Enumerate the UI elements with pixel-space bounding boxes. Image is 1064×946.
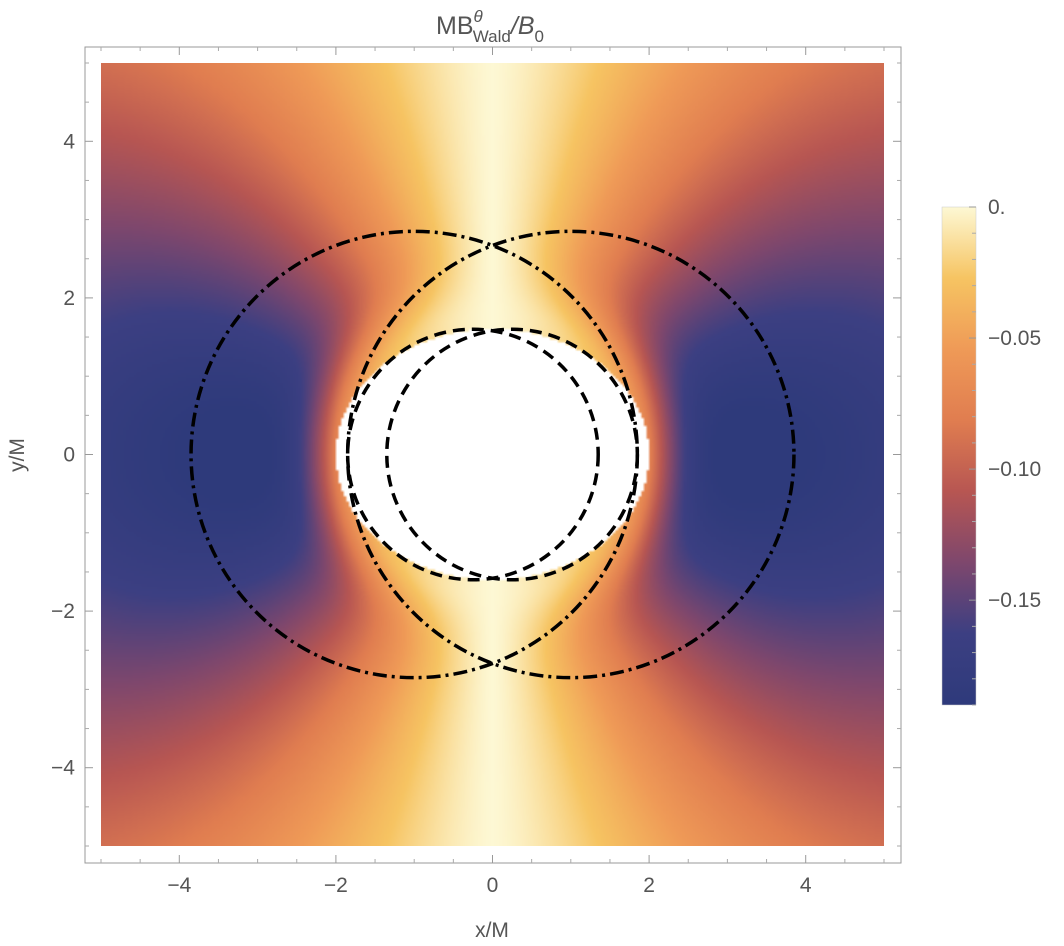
x-tick-label: −2: [324, 874, 348, 897]
x-tick-label: 4: [800, 874, 812, 897]
colorbar-gradient: [941, 206, 977, 706]
title-suffix: /B: [509, 12, 535, 40]
title-subscript: Wald: [473, 27, 511, 46]
chart-title: MBθ Wald/B0: [436, 7, 544, 46]
y-axis-ticks: −4 −2 0 2 4: [51, 62, 901, 847]
dashed-curve-2: [345, 327, 600, 582]
x-axis-ticks: −4 −2 0 2 4: [100, 47, 885, 897]
title-suffix-subscript: 0: [535, 27, 544, 46]
colorbar: 0. −0.05 −0.10 −0.15: [941, 196, 1041, 706]
y-tick-label: 4: [63, 130, 75, 153]
y-tick-label: −2: [51, 600, 75, 623]
x-tick-label: 0: [487, 874, 499, 897]
plot-area: [101, 63, 884, 846]
x-tick-label: 2: [643, 874, 655, 897]
x-tick-label: −4: [167, 874, 191, 897]
y-tick-label: 2: [63, 287, 75, 310]
y-tick-label: 0: [63, 444, 75, 467]
y-tick-label: −4: [51, 757, 75, 780]
dash-dot-curve-1: [345, 229, 796, 680]
colorbar-tick-label: −0.10: [988, 458, 1041, 481]
colorbar-tick-label: 0.: [988, 196, 1006, 219]
title-superscript: θ: [474, 7, 484, 26]
colorbar-ticks: 0. −0.05 −0.10 −0.15: [969, 196, 1041, 706]
curve-overlay: [189, 229, 796, 680]
y-axis-label: y/M: [6, 438, 29, 472]
colorbar-tick-label: −0.15: [988, 589, 1041, 612]
colorbar-tick-label: −0.05: [988, 327, 1041, 350]
title-prefix: MB: [436, 12, 474, 40]
x-axis-label: x/M: [475, 919, 509, 942]
heatmap-field: [101, 63, 884, 846]
dashed-curve-3: [385, 327, 640, 582]
